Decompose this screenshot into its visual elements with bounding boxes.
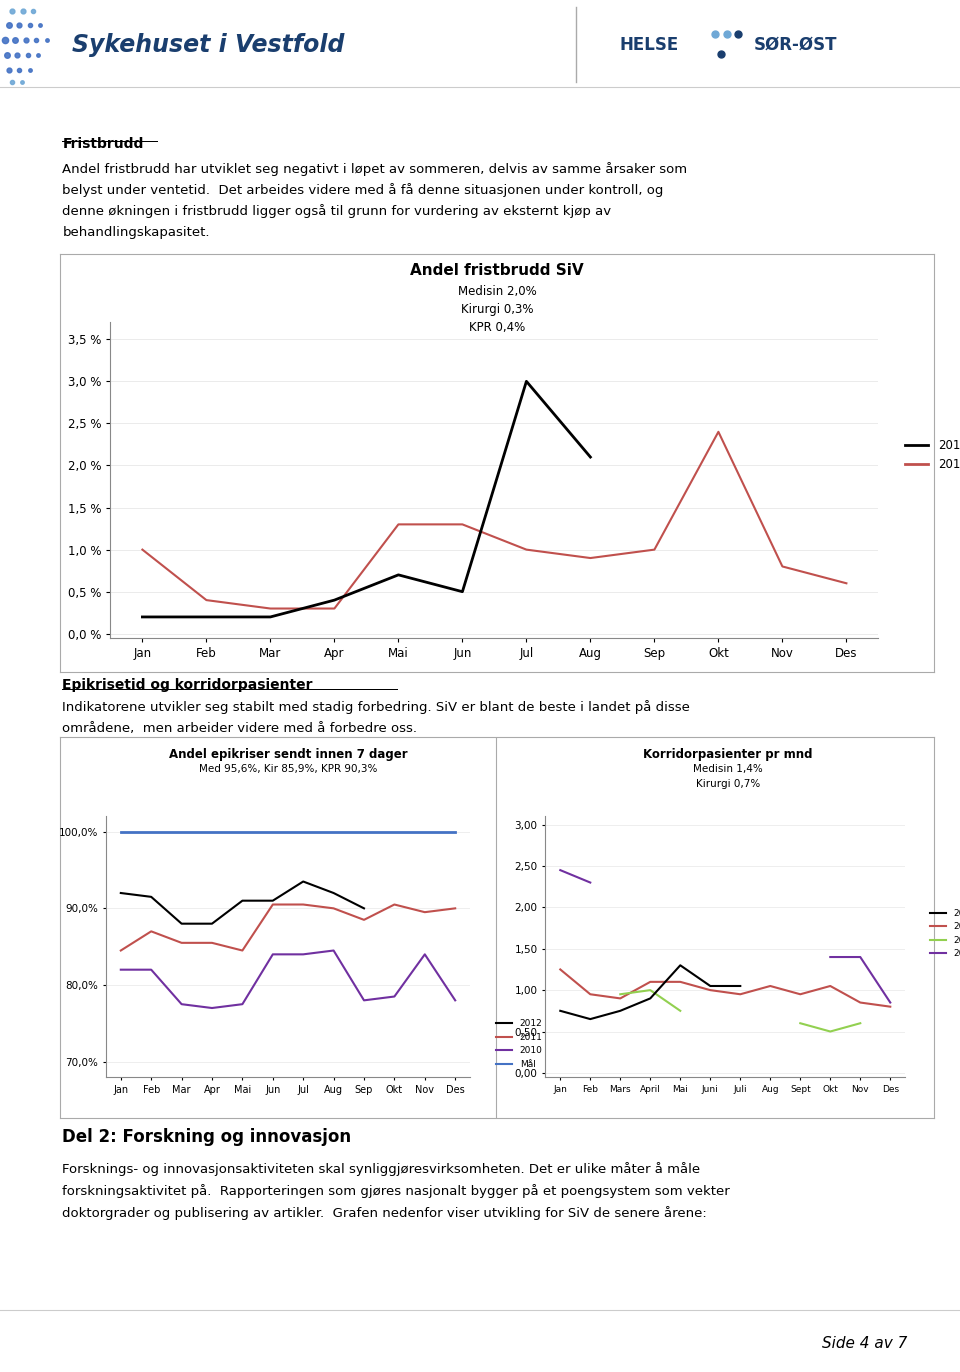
Text: Del 2: Forskning og innovasjon: Del 2: Forskning og innovasjon <box>62 1128 351 1146</box>
Text: Kirurgi 0,7%: Kirurgi 0,7% <box>696 779 759 789</box>
Text: Andel fristbrudd har utviklet seg negativt i løpet av sommeren, delvis av samme : Andel fristbrudd har utviklet seg negati… <box>62 162 687 176</box>
Text: behandlingskapasitet.: behandlingskapasitet. <box>62 225 210 239</box>
Legend: 2012, 2011, 2010, 2009: 2012, 2011, 2010, 2009 <box>926 906 960 962</box>
Text: HELSE: HELSE <box>619 36 679 54</box>
Text: Medisin 2,0%: Medisin 2,0% <box>458 285 537 298</box>
Text: Forsknings- og innovasjonsaktiviteten skal synliggjøresvirksomheten. Det er ulik: Forsknings- og innovasjonsaktiviteten sk… <box>62 1162 701 1176</box>
Text: Andel fristbrudd SiV: Andel fristbrudd SiV <box>411 263 584 279</box>
Text: KPR 0,4%: KPR 0,4% <box>469 321 525 333</box>
Text: forskningsaktivitet på.  Rapporteringen som gjøres nasjonalt bygger på et poengs: forskningsaktivitet på. Rapporteringen s… <box>62 1184 731 1198</box>
Legend: 2012, 2011, 2010, Mål: 2012, 2011, 2010, Mål <box>492 1015 546 1073</box>
Text: Side 4 av 7: Side 4 av 7 <box>822 1336 907 1351</box>
Text: Med 95,6%, Kir 85,9%, KPR 90,3%: Med 95,6%, Kir 85,9%, KPR 90,3% <box>199 764 377 774</box>
Text: Korridorpasienter pr mnd: Korridorpasienter pr mnd <box>643 748 812 760</box>
Text: denne økningen i fristbrudd ligger også til grunn for vurdering av eksternt kjøp: denne økningen i fristbrudd ligger også … <box>62 204 612 218</box>
Text: Andel epikriser sendt innen 7 dager: Andel epikriser sendt innen 7 dager <box>169 748 407 760</box>
Text: Epikrisetid og korridorpasienter: Epikrisetid og korridorpasienter <box>62 678 313 691</box>
Text: Sykehuset i Vestfold: Sykehuset i Vestfold <box>72 33 345 56</box>
Text: doktorgrader og publisering av artikler.  Grafen nedenfor viser utvikling for Si: doktorgrader og publisering av artikler.… <box>62 1206 708 1220</box>
Text: områdene,  men arbeider videre med å forbedre oss.: områdene, men arbeider videre med å forb… <box>62 722 418 734</box>
Text: Medisin 1,4%: Medisin 1,4% <box>693 764 762 774</box>
Text: Fristbrudd: Fristbrudd <box>62 137 144 151</box>
Text: belyst under ventetid.  Det arbeides videre med å få denne situasjonen under kon: belyst under ventetid. Det arbeides vide… <box>62 184 663 198</box>
Text: SØR-ØST: SØR-ØST <box>754 36 837 54</box>
Text: Indikatorene utvikler seg stabilt med stadig forbedring. SiV er blant de beste i: Indikatorene utvikler seg stabilt med st… <box>62 700 690 713</box>
Text: Kirurgi 0,3%: Kirurgi 0,3% <box>461 303 534 316</box>
Legend: 2012, 2011: 2012, 2011 <box>900 435 960 476</box>
